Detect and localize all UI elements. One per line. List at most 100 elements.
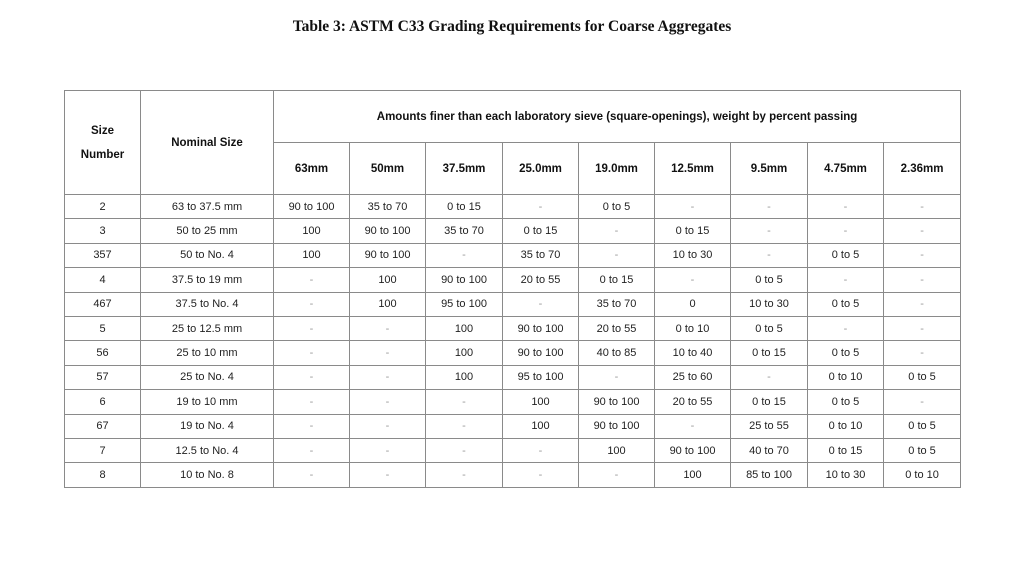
percent-passing-cell: 0 to 5 [882, 364, 962, 391]
percent-passing-cell: 100 [502, 389, 579, 415]
percent-passing-cell: - [882, 218, 962, 244]
percent-passing-cell: - [502, 437, 579, 464]
percent-passing-cell: - [273, 364, 350, 391]
size-number-header: Size Number [64, 90, 141, 195]
percent-passing-cell: 10 to 30 [654, 242, 731, 269]
percent-passing-cell: 90 to 100 [349, 242, 426, 269]
sieve-header: 25.0mm [502, 142, 579, 195]
table-row: 357 50 to No. 4 100 90 to 100-35 to 70-10 t… [64, 242, 962, 269]
percent-passing-cell: 25 to 60 [654, 364, 731, 391]
percent-passing-cell: - [425, 413, 503, 439]
percent-passing-cell: 100 [273, 218, 350, 244]
percent-passing-cell: 90 to 100 [578, 413, 655, 439]
percent-passing-cell: 95 to 100 [502, 364, 579, 391]
nominal-size-cell: 50 to 25 mm [140, 218, 274, 244]
percent-passing-cell: - [273, 340, 350, 366]
percent-passing-cell: - [349, 364, 426, 391]
nominal-size-cell: 37.5 to 19 mm [140, 267, 274, 293]
percent-passing-cell: - [349, 340, 426, 366]
size-number-cell: 357 [64, 242, 141, 269]
percent-passing-cell: 0 to 15 [730, 340, 808, 366]
percent-passing-cell: 0 to 5 [730, 315, 808, 342]
percent-passing-cell: - [425, 437, 503, 464]
percent-passing-cell: 0 to 10 [654, 315, 731, 342]
percent-passing-cell: - [273, 462, 350, 488]
table-title: Table 3: ASTM C33 Grading Requirements f… [292, 18, 732, 35]
nominal-size-cell: 10 to No. 8 [140, 462, 274, 488]
percent-passing-cell: 0 to 5 [807, 242, 884, 269]
percent-passing-cell: - [882, 242, 962, 269]
percent-passing-cell: 0 to 5 [578, 193, 655, 220]
table-row: 2 63 to 37.5 mm 90 to 100 35 to 70 0 to 15-0… [64, 193, 962, 220]
table-row: 467 37.5 to No. 4-100 95 to 100-35 to 70 0 1… [64, 291, 962, 317]
percent-passing-cell: 90 to 100 [425, 267, 503, 293]
percent-passing-cell: 90 to 100 [578, 389, 655, 415]
size-number-cell: 56 [64, 340, 141, 366]
sieve-group-header: Amounts finer than each laboratory sieve… [272, 90, 962, 143]
percent-passing-cell: - [425, 242, 503, 269]
grading-table: Size Number Nominal Size Amounts finer t… [64, 90, 962, 488]
nominal-size-cell: 25 to No. 4 [140, 364, 274, 391]
percent-passing-cell: 25 to 55 [730, 413, 808, 439]
percent-passing-cell: 40 to 85 [578, 340, 655, 366]
table-row: 6 19 to 10 mm - - -100 90 to 100 20 to 55 0 to … [64, 389, 962, 415]
percent-passing-cell: - [807, 315, 884, 342]
percent-passing-cell: 0 to 10 [807, 364, 884, 391]
nominal-size-cell: 12.5 to No. 4 [140, 437, 274, 464]
sieve-header: 12.5mm [654, 142, 731, 195]
size-number-cell: 2 [64, 193, 141, 220]
percent-passing-cell: 90 to 100 [502, 315, 579, 342]
percent-passing-cell: 90 to 100 [654, 437, 731, 464]
percent-passing-cell: 20 to 55 [578, 315, 655, 342]
size-number-header-line1: Size [90, 124, 114, 137]
percent-passing-cell: 0 to 10 [882, 462, 962, 488]
percent-passing-cell: - [807, 267, 884, 293]
percent-passing-cell: - [730, 364, 808, 391]
sieve-header: 4.75mm [807, 142, 884, 195]
percent-passing-cell: - [807, 218, 884, 244]
table-body: 2 63 to 37.5 mm 90 to 100 35 to 70 0 to 15-0… [64, 193, 962, 488]
percent-passing-cell: 35 to 70 [502, 242, 579, 269]
nominal-size-header: Nominal Size [140, 90, 274, 195]
percent-passing-cell: - [882, 340, 962, 366]
percent-passing-cell: - [273, 267, 350, 293]
size-number-cell: 467 [64, 291, 141, 317]
percent-passing-cell: 100 [502, 413, 579, 439]
nominal-size-cell: 25 to 12.5 mm [140, 315, 274, 342]
percent-passing-cell: - [578, 462, 655, 488]
nominal-size-cell: 37.5 to No. 4 [140, 291, 274, 317]
percent-passing-cell: 0 to 15 [502, 218, 579, 244]
percent-passing-cell: - [349, 437, 426, 464]
percent-passing-cell: 0 to 5 [807, 291, 884, 317]
sieve-header: 37.5mm [425, 142, 503, 195]
percent-passing-cell: 85 to 100 [730, 462, 808, 488]
percent-passing-cell: - [578, 242, 655, 269]
size-number-cell: 4 [64, 267, 141, 293]
percent-passing-cell: 0 to 15 [807, 437, 884, 464]
percent-passing-cell: 90 to 100 [502, 340, 579, 366]
percent-passing-cell: - [349, 315, 426, 342]
size-number-cell: 7 [64, 437, 141, 464]
table-row: 3 50 to 25 mm 100 90 to 100 35 to 70 0 to 15-… [64, 218, 962, 244]
size-number-cell: 3 [64, 218, 141, 244]
percent-passing-cell: 0 to 10 [807, 413, 884, 439]
percent-passing-cell: - [349, 413, 426, 439]
table-row: 4 37.5 to 19 mm -100 90 to 100 20 to 55 0 to … [64, 267, 962, 293]
size-number-cell: 67 [64, 413, 141, 439]
percent-passing-cell: - [273, 389, 350, 415]
percent-passing-cell: - [502, 462, 579, 488]
percent-passing-cell: 0 to 5 [807, 340, 884, 366]
size-number-cell: 57 [64, 364, 141, 391]
size-number-header-line2: Number [80, 148, 125, 161]
percent-passing-cell: 95 to 100 [425, 291, 503, 317]
percent-passing-cell: - [730, 218, 808, 244]
percent-passing-cell: 100 [425, 315, 503, 342]
percent-passing-cell: 100 [654, 462, 731, 488]
percent-passing-cell: 100 [349, 291, 426, 317]
percent-passing-cell: - [882, 193, 962, 220]
percent-passing-cell: 100 [425, 340, 503, 366]
percent-passing-cell: - [882, 267, 962, 293]
percent-passing-cell: - [730, 242, 808, 269]
percent-passing-cell: 100 [349, 267, 426, 293]
percent-passing-cell: 0 to 5 [882, 413, 962, 439]
